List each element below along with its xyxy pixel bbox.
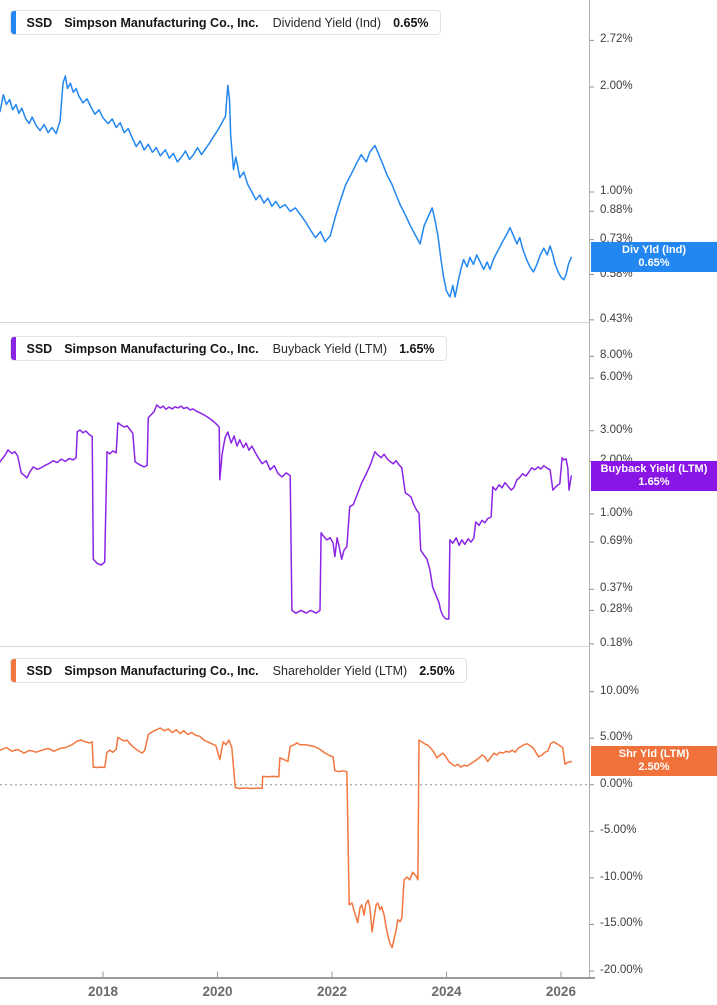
series-header-shareholder-yield[interactable]: SSD Simpson Manufacturing Co., Inc. Shar…	[10, 658, 467, 683]
badge-metric-value: 2.50%	[638, 761, 670, 774]
series-color-bar	[11, 659, 16, 682]
axis-value-badge-div-yld[interactable]: Div Yld (Ind) 0.65%	[591, 242, 717, 273]
series-line-2	[0, 404, 573, 620]
series-header-dividend-yield[interactable]: SSD Simpson Manufacturing Co., Inc. Divi…	[10, 10, 441, 35]
metric-name: Buyback Yield (LTM)	[272, 341, 388, 356]
series-line-1	[0, 75, 573, 298]
badge-metric-value: 1.65%	[638, 476, 670, 488]
badge-metric-label: Div Yld (Ind)	[622, 244, 686, 257]
chart-pane-shareholder-yield[interactable]	[0, 646, 589, 978]
ticker-symbol: SSD	[26, 15, 53, 30]
series-line-3	[0, 727, 573, 949]
chart-pane-buyback-yield[interactable]	[0, 322, 589, 646]
badge-metric-label: Buyback Yield (LTM)	[600, 463, 708, 475]
metric-value: 0.65%	[393, 15, 429, 30]
company-name: Simpson Manufacturing Co., Inc.	[64, 663, 259, 678]
series-header-buyback-yield[interactable]: SSD Simpson Manufacturing Co., Inc. Buyb…	[10, 336, 447, 361]
chart-pane-dividend-yield[interactable]	[0, 0, 589, 322]
metric-value: 2.50%	[419, 663, 455, 678]
metric-name: Shareholder Yield (LTM)	[272, 663, 408, 678]
series-color-bar	[11, 11, 16, 34]
axis-value-badge-buyback-yield[interactable]: Buyback Yield (LTM) 1.65%	[591, 461, 717, 491]
company-name: Simpson Manufacturing Co., Inc.	[64, 341, 259, 356]
badge-metric-value: 0.65%	[638, 257, 670, 270]
metric-name: Dividend Yield (Ind)	[272, 15, 382, 30]
badge-metric-label: Shr Yld (LTM)	[618, 748, 690, 761]
axis-value-badge-shr-yld[interactable]: Shr Yld (LTM) 2.50%	[591, 746, 717, 777]
series-color-bar	[11, 337, 16, 360]
ticker-symbol: SSD	[26, 341, 53, 356]
company-name: Simpson Manufacturing Co., Inc.	[64, 15, 259, 30]
metric-value: 1.65%	[399, 341, 435, 356]
ticker-symbol: SSD	[26, 663, 53, 678]
